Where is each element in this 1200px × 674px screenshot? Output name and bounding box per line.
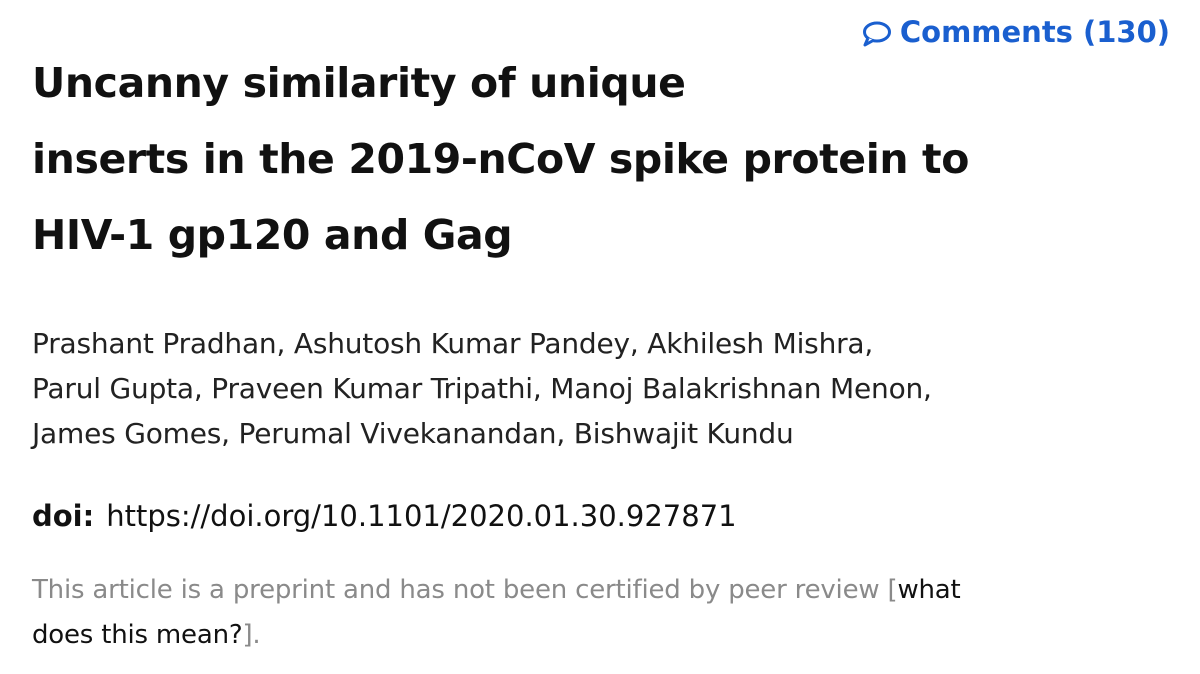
notice-end: ].: [242, 620, 261, 650]
author-line: Prashant Pradhan, Ashutosh Kumar Pandey,…: [32, 327, 874, 360]
notice-line-1: This article is a preprint and has not b…: [32, 568, 1182, 613]
article-title: Uncanny similarity of unique inserts in …: [32, 45, 1142, 273]
comments-count: (130): [1082, 15, 1170, 49]
comments-link[interactable]: Comments (130): [862, 12, 1170, 52]
what-does-this-mean-link[interactable]: what: [897, 575, 961, 605]
title-line: HIV-1 gp120 and Gag: [32, 211, 513, 259]
author-line: Parul Gupta, Praveen Kumar Tripathi, Man…: [32, 372, 932, 405]
doi-link[interactable]: https://doi.org/10.1101/2020.01.30.92787…: [106, 499, 737, 533]
title-line: Uncanny similarity of unique: [32, 59, 686, 107]
title-line: inserts in the 2019-nCoV spike protein t…: [32, 135, 969, 183]
doi-label: doi:: [32, 499, 95, 533]
comments-label: Comments: [899, 15, 1073, 49]
doi-row: doi: https://doi.org/10.1101/2020.01.30.9…: [32, 492, 737, 540]
speech-bubble-icon: [862, 21, 891, 47]
author-line: James Gomes, Perumal Vivekanandan, Bishw…: [32, 417, 794, 450]
what-does-this-mean-link-cont[interactable]: does this mean?: [32, 620, 243, 650]
notice-text: This article is a preprint and has not b…: [32, 575, 898, 605]
notice-line-2: does this mean?].: [32, 613, 1182, 658]
preprint-notice: This article is a preprint and has not b…: [32, 568, 1182, 658]
author-list: Prashant Pradhan, Ashutosh Kumar Pandey,…: [32, 321, 1182, 456]
